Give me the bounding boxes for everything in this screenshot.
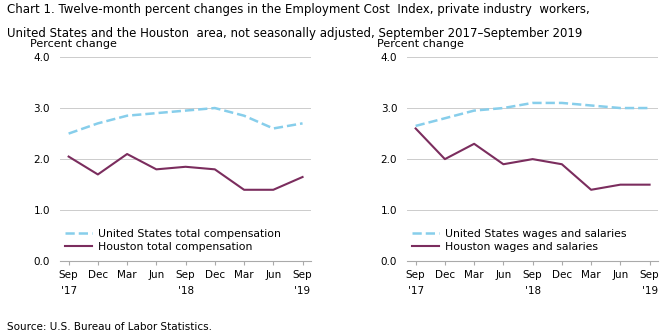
United States total compensation [299,121,307,125]
Line: Houston wages and salaries: Houston wages and salaries [416,128,650,190]
United States total compensation [152,111,160,115]
Text: United States and the Houston  area, not seasonally adjusted, September 2017–Sep: United States and the Houston area, not … [7,27,582,40]
Text: '17: '17 [408,286,424,296]
Houston total compensation [182,165,190,169]
Houston total compensation [94,173,102,177]
Houston wages and salaries [441,157,449,161]
United States wages and salaries [470,109,478,113]
United States wages and salaries [558,101,566,105]
United States total compensation [94,121,102,125]
Text: '19: '19 [295,286,311,296]
United States wages and salaries [529,101,537,105]
Text: '17: '17 [61,286,76,296]
Text: '18: '18 [178,286,194,296]
Text: '19: '19 [642,286,658,296]
Text: Percent change: Percent change [376,39,464,49]
Houston total compensation [123,152,131,156]
United States total compensation [269,126,277,130]
Legend: United States wages and salaries, Houston wages and salaries: United States wages and salaries, Housto… [412,228,626,252]
Houston total compensation [299,175,307,179]
Houston wages and salaries [587,188,595,192]
Text: Percent change: Percent change [30,39,116,49]
United States total compensation [65,132,72,136]
Text: Chart 1. Twelve-month percent changes in the Employment Cost  Index, private ind: Chart 1. Twelve-month percent changes in… [7,3,589,16]
Houston total compensation [65,154,72,158]
United States wages and salaries [499,106,507,110]
United States total compensation [182,109,190,113]
Houston total compensation [211,168,219,172]
Houston wages and salaries [470,142,478,146]
Text: '18: '18 [525,286,541,296]
United States wages and salaries [616,106,624,110]
United States wages and salaries [646,106,654,110]
United States total compensation [240,114,248,118]
Text: Source: U.S. Bureau of Labor Statistics.: Source: U.S. Bureau of Labor Statistics. [7,322,211,332]
Houston total compensation [269,188,277,192]
Houston wages and salaries [616,183,624,187]
Houston total compensation [152,168,160,172]
Line: Houston total compensation: Houston total compensation [68,154,303,190]
United States total compensation [211,106,219,110]
Houston wages and salaries [499,162,507,166]
Houston total compensation [240,188,248,192]
United States total compensation [123,114,131,118]
United States wages and salaries [441,116,449,120]
Houston wages and salaries [646,183,654,187]
Houston wages and salaries [529,157,537,161]
Line: United States wages and salaries: United States wages and salaries [416,103,650,126]
United States wages and salaries [412,124,420,128]
United States wages and salaries [587,104,595,108]
Houston wages and salaries [412,126,420,130]
Line: United States total compensation: United States total compensation [68,108,303,134]
Legend: United States total compensation, Houston total compensation: United States total compensation, Housto… [65,228,281,252]
Houston wages and salaries [558,162,566,166]
